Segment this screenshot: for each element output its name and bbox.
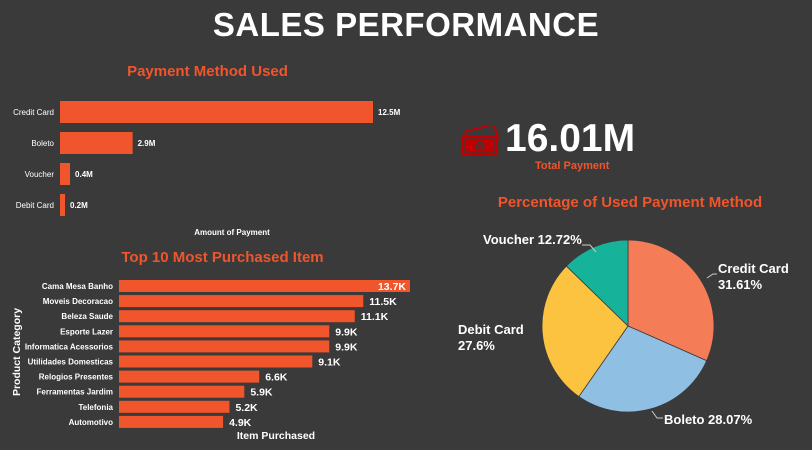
pie-label: Debit Card	[458, 322, 524, 337]
pie-leader-line	[706, 273, 717, 279]
item-category-label: Relogios Presentes	[39, 373, 114, 382]
payment-bar	[60, 101, 373, 123]
item-value-label: 13.7K	[378, 281, 406, 293]
payment-category-label: Boleto	[31, 139, 54, 148]
money-icon: $	[462, 126, 499, 156]
item-value-label: 9.1K	[318, 357, 341, 369]
payment-x-axis-label: Amount of Payment	[194, 228, 270, 237]
item-bar	[119, 310, 355, 323]
item-category-label: Informatica Acessorios	[25, 342, 114, 351]
item-value-label: 11.5K	[369, 296, 397, 308]
pie-label: Voucher 12.72%	[483, 232, 582, 247]
pie-slice	[565, 239, 629, 327]
item-value-label: 9.9K	[335, 326, 358, 338]
payment-value-label: 12.5M	[378, 108, 401, 117]
payment-value-label: 0.4M	[75, 170, 93, 179]
item-category-label: Moveis Decoracao	[43, 297, 113, 306]
item-value-label: 11.1K	[361, 311, 389, 323]
pie-label: Credit Card	[718, 261, 789, 276]
payment-value-label: 2.9M	[138, 139, 156, 148]
item-category-label: Telefonia	[78, 403, 113, 412]
payment-category-label: Voucher	[25, 170, 55, 179]
payment-category-label: Debit Card	[16, 201, 54, 210]
payment-category-label: Credit Card	[13, 108, 54, 117]
item-bar	[119, 340, 330, 353]
pie-slice	[541, 265, 629, 398]
item-bar	[119, 400, 230, 413]
pie-value-label: 31.61%	[718, 277, 763, 292]
item-category-label: Utilidades Domesticas	[28, 358, 114, 367]
item-bar	[119, 415, 224, 428]
item-bar	[119, 295, 364, 308]
pie-slice	[578, 325, 708, 413]
pie-leader-line	[582, 244, 597, 253]
svg-text:$: $	[478, 142, 483, 151]
pie-label: Boleto 28.07%	[664, 412, 753, 427]
item-category-label: Ferramentas Jardim	[37, 388, 113, 397]
payment-bar	[60, 163, 71, 185]
pie-slice	[627, 239, 715, 362]
item-value-label: 4.9K	[229, 417, 252, 429]
kpi-value: 16.01M	[505, 117, 636, 160]
page-title: SALES PERFORMANCE	[212, 6, 600, 43]
item-bar	[119, 370, 260, 383]
item-category-label: Cama Mesa Banho	[42, 282, 113, 291]
item-value-label: 6.6K	[265, 372, 288, 384]
item-category-label: Esporte Lazer	[60, 327, 113, 336]
top-items-chart-title: Top 10 Most Purchased Item	[121, 249, 324, 266]
pie-leader-line	[651, 410, 663, 419]
item-value-label: 5.9K	[250, 387, 273, 399]
item-value-label: 5.2K	[235, 402, 258, 414]
item-category-label: Automotivo	[69, 418, 114, 427]
pie-chart-title: Percentage of Used Payment Method	[497, 194, 763, 211]
item-bar	[119, 355, 313, 368]
payment-value-label: 0.2M	[70, 201, 88, 210]
payment-chart-title: Payment Method Used	[127, 63, 288, 80]
item-category-label: Beleza Saude	[61, 312, 113, 321]
item-bar	[119, 385, 245, 398]
item-y-axis-label: Product Category	[11, 308, 23, 396]
item-value-label: 9.9K	[335, 341, 358, 353]
item-bar	[119, 280, 410, 292]
payment-bar	[60, 132, 133, 154]
item-bar	[119, 325, 330, 338]
kpi-label: Total Payment	[535, 160, 610, 172]
payment-bar	[60, 194, 66, 216]
item-x-axis-label: Item Purchased	[237, 430, 315, 442]
pie-value-label: 27.6%	[458, 338, 495, 353]
